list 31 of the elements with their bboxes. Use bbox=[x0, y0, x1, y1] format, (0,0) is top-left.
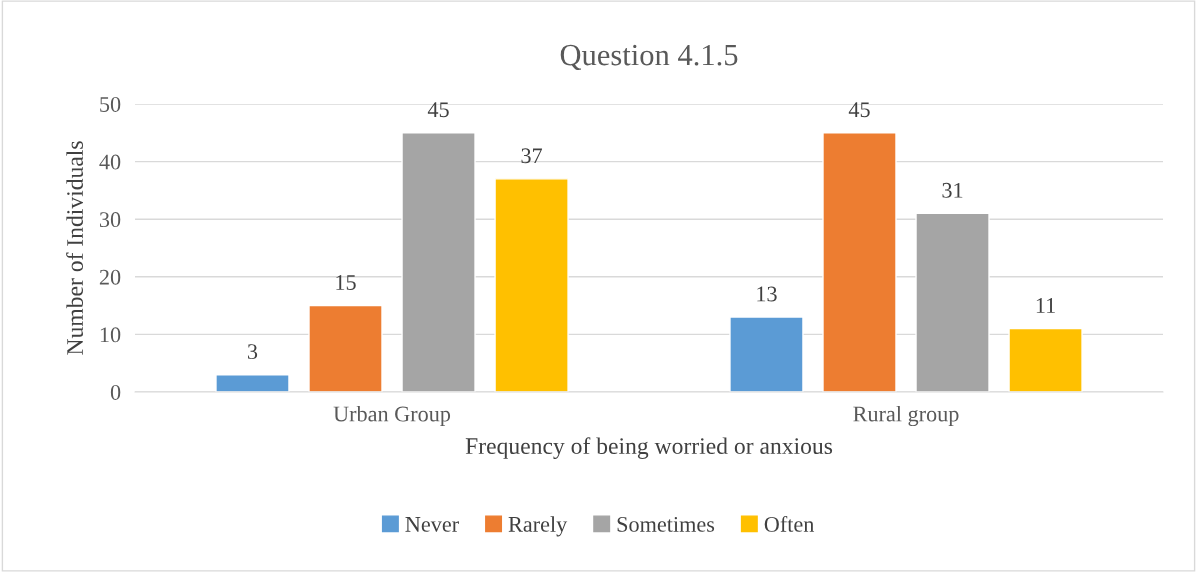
bar bbox=[915, 212, 990, 392]
data-label: 11 bbox=[1036, 298, 1055, 313]
legend-label: Never bbox=[405, 517, 459, 532]
data-label: 45 bbox=[848, 102, 870, 118]
y-tick-label: 50 bbox=[100, 96, 121, 112]
x-tick-label: Urban Group bbox=[333, 405, 451, 427]
bar bbox=[308, 304, 383, 392]
bar bbox=[401, 132, 476, 392]
y-tick-label: 30 bbox=[99, 212, 121, 228]
data-label: 37 bbox=[521, 148, 543, 164]
bar bbox=[729, 316, 804, 392]
y-tick-label: 40 bbox=[99, 154, 121, 170]
data-label: 15 bbox=[336, 275, 356, 290]
legend-label: Rarely bbox=[508, 516, 568, 537]
data-label: 3 bbox=[247, 344, 258, 360]
legend-label: Sometimes bbox=[617, 516, 715, 532]
y-axis-title: Number of Individuals bbox=[66, 141, 83, 355]
bar bbox=[215, 374, 290, 392]
data-label: 13 bbox=[757, 286, 777, 302]
data-label: 31 bbox=[942, 182, 963, 198]
x-axis-title: Frequency of being worried or anxious bbox=[465, 437, 833, 459]
y-tick-label: 20 bbox=[99, 269, 121, 285]
bar bbox=[1008, 327, 1083, 392]
legend-label: Often bbox=[764, 516, 815, 532]
data-label: 45 bbox=[427, 102, 449, 118]
y-tick-label: 10 bbox=[100, 327, 121, 343]
bar bbox=[494, 178, 569, 392]
y-tick-label: 0 bbox=[110, 384, 121, 400]
bar bbox=[822, 132, 897, 392]
x-tick-label: Rural group bbox=[853, 405, 959, 427]
chart-title: Question 4.1.5 bbox=[560, 44, 738, 71]
